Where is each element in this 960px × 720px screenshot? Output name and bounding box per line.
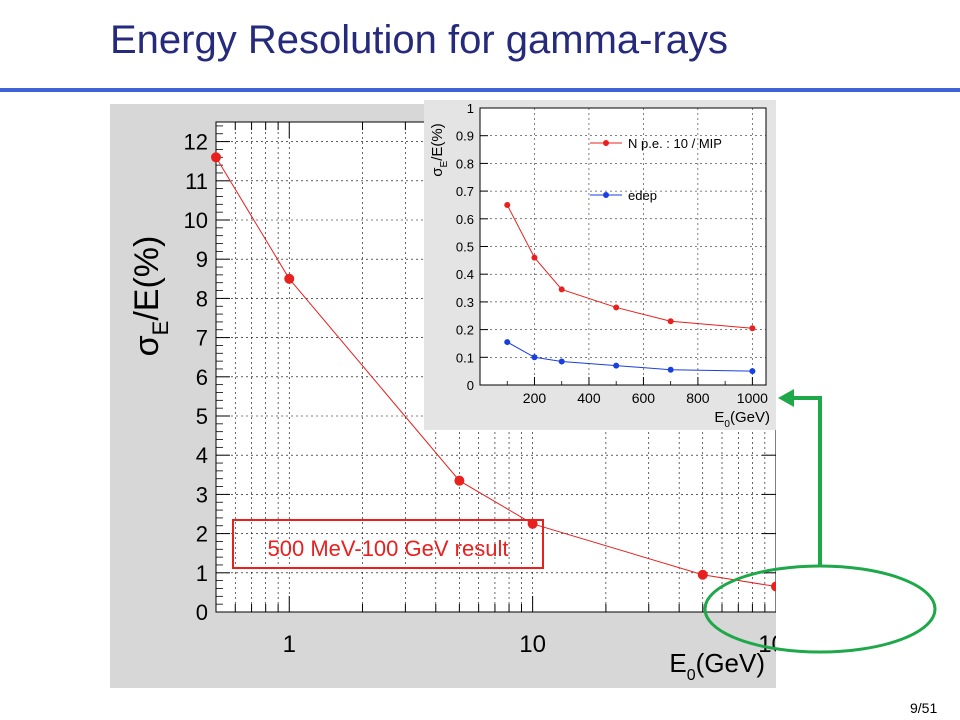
main-y-tick-label: 1 — [196, 561, 208, 586]
inset-series-point — [531, 354, 538, 361]
main-y-tick-label: 12 — [184, 130, 208, 155]
inset-x-label-rest: (GeV) — [730, 409, 770, 426]
inset-x-label-sub: 0 — [724, 419, 730, 430]
main-y-tick-label: 7 — [196, 326, 208, 351]
page-number: 9/51 — [910, 700, 938, 716]
main-y-tick-label: 5 — [196, 404, 208, 429]
inset-series-line — [506, 341, 753, 372]
inset-series-point — [558, 358, 565, 365]
legend-label-edep: edep — [628, 188, 657, 203]
main-x-tick-label: 1 — [283, 631, 296, 658]
main-y-tick-label: 0 — [196, 600, 208, 625]
legend-label-npe: N p.e. : 10 / MIP — [628, 136, 722, 151]
main-y-label-sub: E — [148, 321, 173, 336]
main-y-tick-label: 6 — [196, 365, 208, 390]
main-x-tick-label: 10 — [519, 631, 546, 658]
inset-x-tick-label: 600 — [632, 390, 656, 406]
inset-series-point — [749, 325, 756, 332]
inset-series-point — [667, 318, 674, 325]
inset-series-point — [558, 286, 565, 293]
inset-y-axis-label: σE/E(%) — [429, 123, 450, 176]
inset-x-tick-label: 200 — [523, 390, 547, 406]
inset-y-tick-label: 0.9 — [456, 129, 474, 144]
title-rule — [0, 88, 960, 92]
main-series-point — [454, 475, 465, 486]
inset-y-tick-label: 0 — [467, 378, 474, 393]
inset-series-point — [531, 254, 538, 261]
inset-x-tick-label: 800 — [686, 390, 710, 406]
inset-y-label-sub: E — [439, 160, 450, 167]
main-series-point — [284, 273, 295, 284]
main-y-axis-label: σE/E(%) — [128, 236, 173, 357]
inset-series-point — [613, 304, 620, 311]
main-y-tick-label: 8 — [196, 286, 208, 311]
main-y-tick-label: 4 — [196, 443, 208, 468]
inset-y-label-sigma: σ — [429, 167, 446, 177]
inset-y-tick-label: 1 — [467, 101, 474, 116]
main-y-tick-label: 2 — [196, 522, 208, 547]
inset-series-line — [506, 204, 753, 329]
inset-x-axis-label: E0(GeV) — [714, 409, 770, 430]
main-y-label-rest: /E(%) — [128, 236, 166, 321]
highlight-arrow-head — [778, 389, 794, 407]
highlight-arrow-line — [790, 396, 822, 566]
inset-y-tick-label: 0.7 — [456, 184, 474, 199]
inset-ticks — [480, 107, 753, 386]
inset-y-tick-label: 0.6 — [456, 212, 474, 227]
main-y-tick-label: 9 — [196, 247, 208, 272]
inset-y-tick-label: 0.4 — [456, 267, 474, 282]
main-x-label-rest: (GeV) — [696, 648, 765, 678]
inset-chart: 200 400 600 800 1000 0 0.1 0.2 0.3 0.4 0.5 0.6 0.7 0.… — [424, 100, 776, 430]
main-series-point — [211, 152, 221, 163]
inset-y-tick-label: 0.2 — [456, 323, 474, 338]
inset-y-tick-label: 0.1 — [456, 350, 474, 365]
main-y-tick-label: 11 — [185, 169, 208, 194]
inset-series-point — [613, 362, 620, 369]
inset-y-label-rest: /E(%) — [429, 123, 446, 161]
inset-tick-labels: 200 400 600 800 1000 0 0.1 0.2 0.3 0.4 0.5 0.6 0.7 0.… — [456, 101, 768, 406]
inset-x-tick-label: 1000 — [737, 390, 768, 406]
inset-x-tick-label: 400 — [577, 390, 601, 406]
legend-marker-npe — [603, 140, 609, 146]
inset-plot-area — [479, 107, 767, 386]
inset-x-label-e: E — [714, 409, 724, 426]
inset-series — [504, 201, 756, 375]
main-series-point — [697, 569, 708, 580]
slide-title: Energy Resolution for gamma-rays — [110, 18, 729, 62]
legend-marker-edep — [603, 192, 609, 198]
inset-series-point — [749, 368, 756, 375]
main-x-label-sub: 0 — [687, 667, 696, 684]
main-y-tick-label: 10 — [184, 208, 208, 233]
main-y-tick-label: 3 — [196, 482, 208, 507]
main-tick-labels: 0123456789101112110102 — [184, 130, 776, 658]
inset-grid — [480, 107, 766, 386]
inset-y-tick-label: 0.5 — [456, 240, 474, 255]
main-x-label-e: E — [669, 648, 686, 678]
inset-y-tick-label: 0.3 — [456, 295, 474, 310]
inset-series-point — [504, 201, 511, 208]
main-y-label-sigma: σ — [128, 335, 166, 356]
inset-series-point — [667, 366, 674, 373]
main-series-point — [527, 518, 538, 529]
inset-legend: N p.e. : 10 / MIP edep — [590, 136, 722, 203]
inset-y-tick-label: 0.8 — [456, 156, 474, 171]
inset-series-point — [504, 339, 511, 346]
